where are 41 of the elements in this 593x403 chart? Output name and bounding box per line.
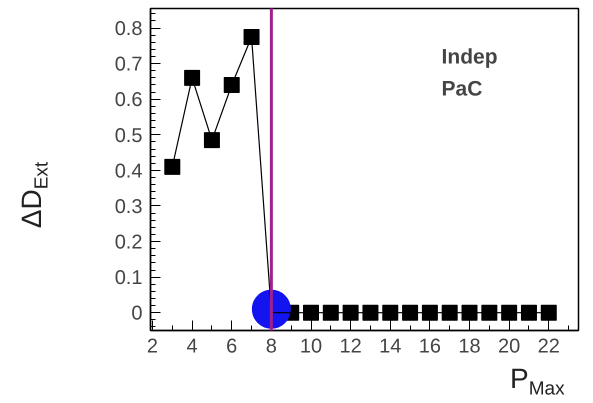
point <box>540 304 557 321</box>
annotation: Indep <box>442 45 498 68</box>
y-tick-label: 0 <box>131 302 142 325</box>
point <box>382 304 398 321</box>
y-tick-label: 0.3 <box>114 196 143 218</box>
x-tick-label: 22 <box>538 336 560 358</box>
x-tick-label: 16 <box>418 336 442 358</box>
y-tick-label: 0.7 <box>114 54 143 76</box>
point <box>322 304 339 321</box>
point <box>244 28 260 45</box>
point <box>362 304 378 321</box>
point <box>224 76 240 93</box>
x-tick-label: 2 <box>146 336 158 358</box>
x-tick-label: 20 <box>498 336 520 358</box>
x-tick-label: 12 <box>340 336 362 358</box>
point <box>303 304 319 321</box>
point <box>164 158 180 175</box>
x-tick-label: 6 <box>226 336 238 358</box>
point <box>402 304 418 321</box>
point <box>520 304 537 321</box>
point <box>422 304 438 321</box>
point <box>501 304 518 321</box>
y-tick-label: 0.6 <box>114 89 143 112</box>
x-tick-label: 10 <box>300 336 322 358</box>
x-tick-label: 18 <box>458 336 481 358</box>
x-tick-label: 8 <box>266 336 277 358</box>
x-tick-label: 14 <box>379 336 402 358</box>
point <box>204 132 220 148</box>
y-tick-label: 0.8 <box>114 18 143 40</box>
x-tick-label: 4 <box>186 336 198 358</box>
point <box>481 304 498 321</box>
x-axis-title: P$_{Max}$ <box>510 362 565 402</box>
point <box>342 304 359 321</box>
point <box>184 70 200 86</box>
y-tick-label: 0.1 <box>114 267 143 290</box>
point <box>462 304 478 321</box>
y-tick-label: 0.5 <box>114 124 143 147</box>
y-tick-label: 0.4 <box>114 160 143 182</box>
annotation: PaC <box>442 78 482 100</box>
y-tick-label: 0.2 <box>114 232 143 254</box>
point <box>442 304 458 321</box>
